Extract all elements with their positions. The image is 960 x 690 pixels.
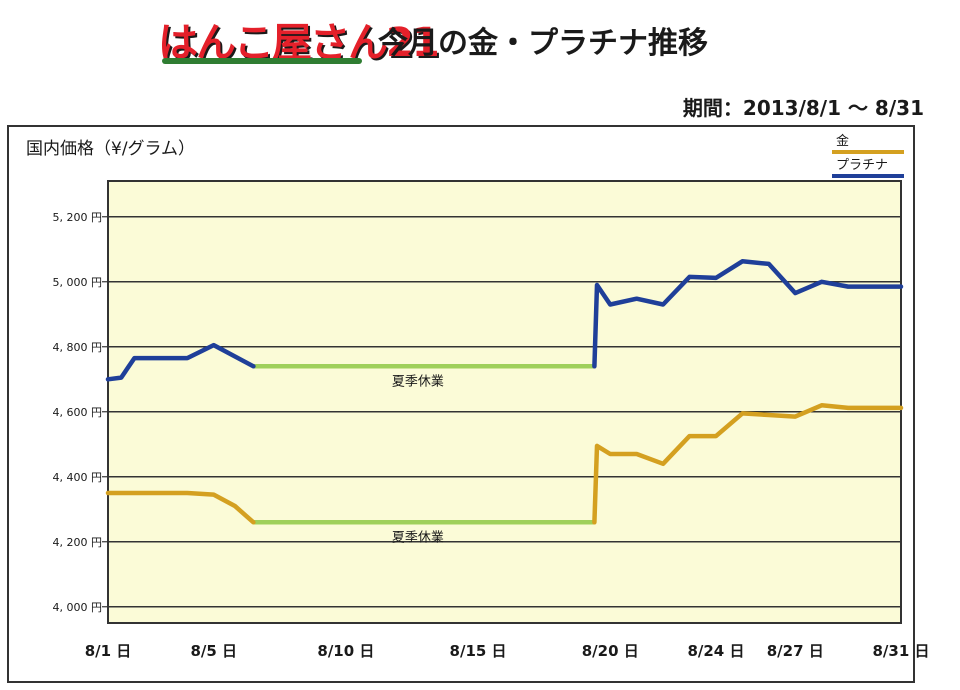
holiday-label: 夏季休業 <box>392 373 444 389</box>
y-tick-label: 4, 000 円 <box>53 601 102 614</box>
grid-lines <box>102 216 901 608</box>
y-axis-title: 国内価格（¥/グラム） <box>26 139 195 159</box>
x-tick-label: 8/20 日 <box>582 642 639 660</box>
series-line-1 <box>592 403 904 525</box>
x-tick-label: 8/1 日 <box>85 642 132 660</box>
y-tick-label: 4, 400 円 <box>53 471 102 484</box>
x-tick-label: 8/27 日 <box>767 642 824 660</box>
x-tick-label: 8/31 日 <box>872 642 929 660</box>
y-tick-label: 5, 200 円 <box>53 211 102 224</box>
brand-logo: はんこ屋さん21 <box>158 8 440 66</box>
series-line-2 <box>105 342 256 382</box>
x-tick-label: 8/15 日 <box>450 642 507 660</box>
period-label: 期間：2013/8/1 〜 8/31 <box>682 96 924 120</box>
x-tick-label: 8/10 日 <box>317 642 374 660</box>
y-tick-label: 4, 800 円 <box>53 341 102 354</box>
y-tick-label: 4, 600 円 <box>53 406 102 419</box>
x-tick-label: 8/5 日 <box>190 642 237 660</box>
legend-label: プラチナ <box>836 158 888 173</box>
page-title: 今月の金・プラチナ推移 <box>378 26 708 61</box>
x-tick-label: 8/24 日 <box>687 642 744 660</box>
brand-logo-underline <box>162 58 362 64</box>
holiday-label: 夏季休業 <box>392 529 444 545</box>
y-tick-label: 5, 000 円 <box>53 276 102 289</box>
plot-area <box>107 180 902 624</box>
series-lines <box>105 259 904 525</box>
legend-label: 金 <box>836 133 849 149</box>
chart-frame <box>7 125 915 683</box>
y-tick-label: 4, 200 円 <box>53 536 102 549</box>
y-tick-labels: 4, 000 円 4, 200 円 4, 400 円 4, 600 円 4, 800 円… <box>53 211 102 614</box>
series-line-0 <box>105 490 256 525</box>
header: はんこ屋さん21 今月の金・プラチナ推移 <box>0 0 960 80</box>
series-line-3 <box>592 259 904 369</box>
x-tick-labels: 8/1 日 8/5 日 8/10 日 8/15 日 8/20 日 8/24 日 8/27 日… <box>85 642 930 660</box>
